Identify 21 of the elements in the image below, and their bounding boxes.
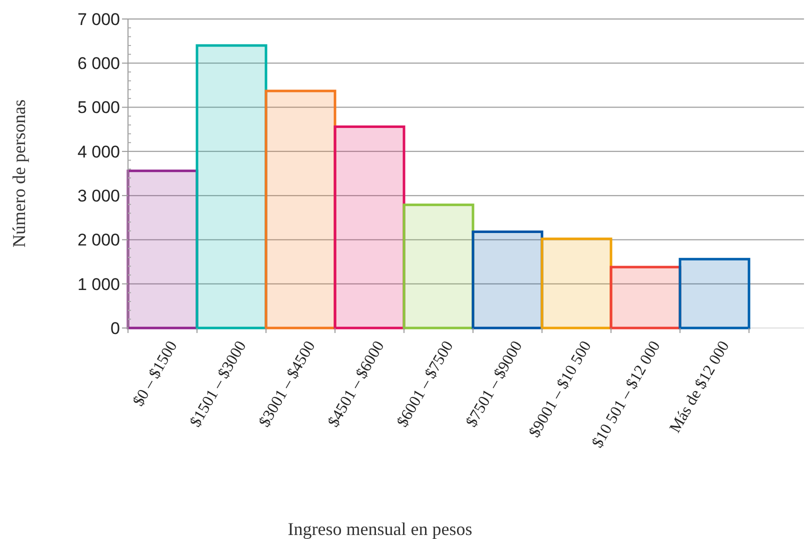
y-tick-label: 1 000	[77, 274, 120, 294]
y-axis-title: Número de personas	[9, 100, 29, 248]
bar	[196, 44, 268, 330]
y-tick-label: 4 000	[77, 142, 120, 162]
y-tick-label: 3 000	[77, 186, 120, 206]
x-tick-label: Más de $12 000	[666, 338, 733, 436]
y-tick-label: 2 000	[77, 230, 120, 250]
bar	[540, 238, 612, 330]
bar	[334, 125, 406, 330]
x-tick-label: $10 501 – $12 000	[589, 338, 664, 451]
bar	[264, 90, 336, 330]
y-tick-label: 5 000	[77, 98, 120, 118]
bar	[472, 230, 544, 330]
bar	[126, 170, 198, 330]
y-tick-label: 7 000	[77, 10, 120, 29]
bar	[402, 204, 474, 330]
x-axis-title: Ingreso mensual en pesos	[288, 519, 472, 539]
bar	[678, 258, 750, 330]
bar	[610, 266, 682, 330]
y-tick-label: 0	[110, 318, 120, 338]
y-tick-label: 6 000	[77, 54, 120, 74]
